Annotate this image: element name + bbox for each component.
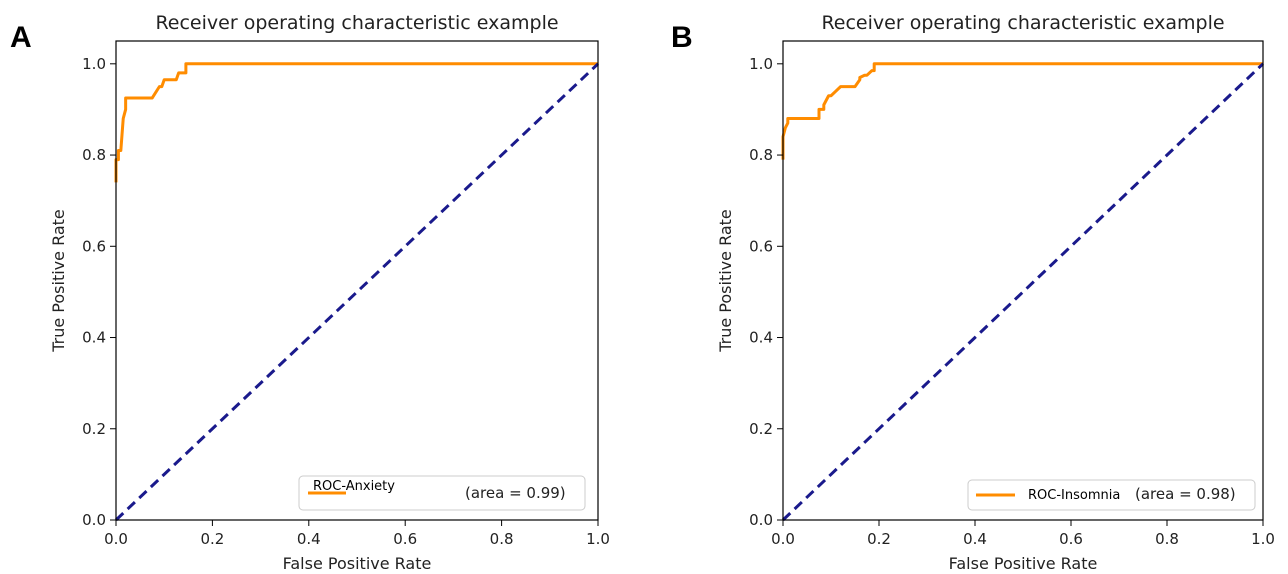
y-tick-label: 0.2 — [749, 420, 773, 438]
legend-series-name: ROC-Anxiety — [313, 479, 395, 494]
x-tick-label: 0.6 — [393, 530, 417, 548]
x-axis-label: False Positive Rate — [949, 554, 1098, 573]
y-tick-label: 0.8 — [749, 146, 773, 164]
legend-area-label: (area = 0.99) — [465, 484, 566, 502]
panel-letter: A — [10, 21, 32, 54]
panel-letter: B — [671, 21, 693, 54]
legend-box — [298, 475, 586, 511]
x-tick-label: 0.4 — [963, 530, 987, 548]
y-tick-label: 0.6 — [749, 237, 773, 255]
y-tick-label: 0.0 — [82, 511, 106, 529]
y-tick-label: 1.0 — [749, 55, 773, 73]
y-tick-label: 0.8 — [82, 146, 106, 164]
chance-line — [114, 62, 600, 522]
roc-curve — [781, 62, 1263, 160]
legend-area-label: (area = 0.98) — [1135, 485, 1236, 503]
y-axis-label: True Positive Rate — [49, 209, 68, 353]
y-tick-label: 0.4 — [749, 329, 773, 347]
x-tick-label: 0.8 — [490, 530, 514, 548]
chart-title: Receiver operating characteristic exampl… — [821, 12, 1224, 34]
chart-panel-a: A Receiver operating characteristic examp… — [10, 12, 610, 573]
chance-line — [781, 62, 1265, 522]
roc-curve — [114, 62, 598, 183]
x-tick-label: 0.0 — [771, 530, 795, 548]
x-tick-label: 0.2 — [867, 530, 891, 548]
y-tick-label: 0.0 — [749, 511, 773, 529]
plot-frame — [115, 40, 599, 521]
y-tick-label: 0.4 — [82, 329, 106, 347]
x-tick-label: 0.8 — [1155, 530, 1179, 548]
y-tick-label: 0.6 — [82, 237, 106, 255]
x-tick-label: 0.6 — [1059, 530, 1083, 548]
x-tick-label: 1.0 — [1251, 530, 1275, 548]
y-tick-label: 0.2 — [82, 420, 106, 438]
x-tick-label: 1.0 — [586, 530, 610, 548]
x-tick-label: 0.2 — [200, 530, 224, 548]
x-tick-label: 0.4 — [297, 530, 321, 548]
legend-series-name: ROC-Insomnia — [1028, 488, 1120, 503]
y-axis-label: True Positive Rate — [716, 209, 735, 353]
chart-title: Receiver operating characteristic exampl… — [155, 12, 558, 34]
y-tick-label: 1.0 — [82, 55, 106, 73]
legend-box — [967, 479, 1256, 511]
x-axis-label: False Positive Rate — [283, 554, 432, 573]
chart-panel-b: B Receiver operating characteristic examp… — [671, 12, 1275, 573]
x-tick-label: 0.0 — [104, 530, 128, 548]
plot-frame — [782, 40, 1264, 521]
